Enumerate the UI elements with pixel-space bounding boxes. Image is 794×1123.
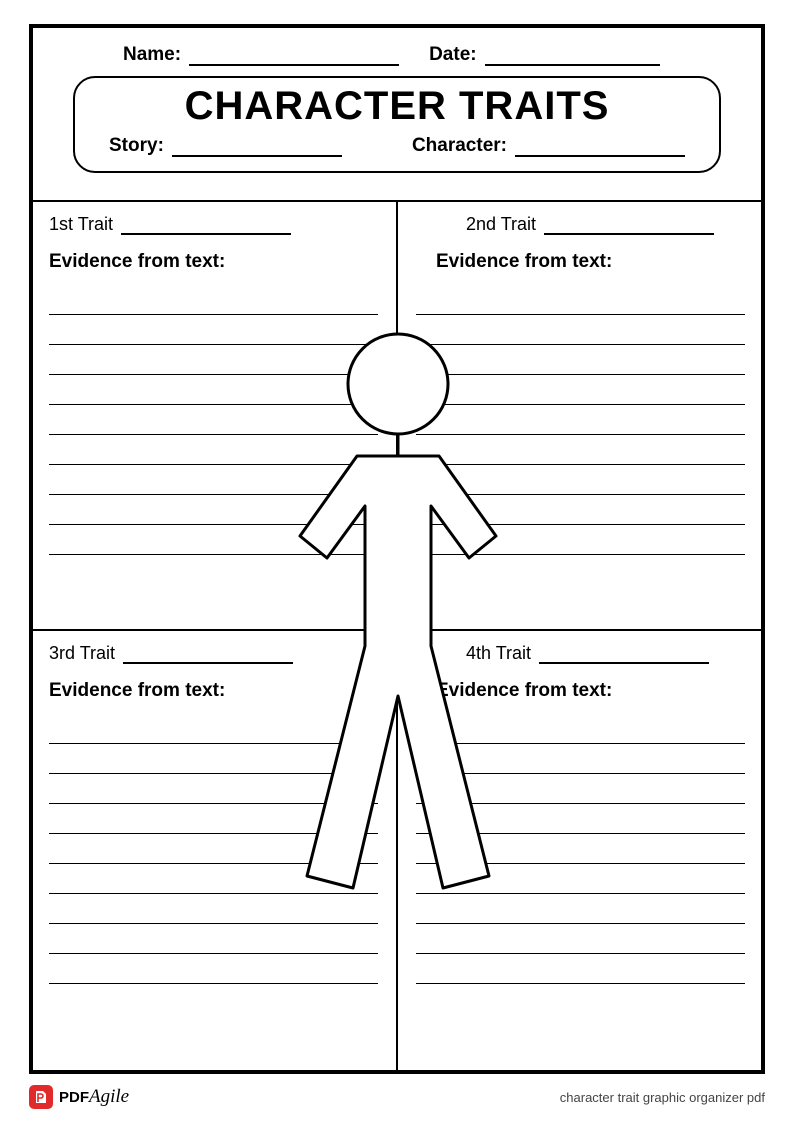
writing-line[interactable] (416, 345, 745, 375)
writing-line[interactable] (49, 834, 378, 864)
name-field: Name: (123, 44, 399, 66)
trait-quadrant-3: 3rd Trait Evidence from text: (29, 630, 397, 1074)
trait-3-blank[interactable] (123, 644, 293, 664)
story-field: Story: (109, 135, 342, 157)
pdf-logo-icon (33, 1089, 49, 1105)
evidence-label-2: Evidence from text: (416, 251, 745, 273)
footer: PDFAgile character trait graphic organiz… (29, 1085, 765, 1109)
brand: PDFAgile (29, 1085, 129, 1109)
trait-quadrant-1: 1st Trait Evidence from text: (29, 200, 397, 630)
name-blank[interactable] (189, 45, 399, 66)
header-area: Name: Date: CHARACTER TRAITS Story: Char… (33, 28, 761, 173)
date-blank[interactable] (485, 45, 660, 66)
brand-text: PDFAgile (59, 1086, 129, 1108)
writing-line[interactable] (49, 864, 378, 894)
trait-1-label: 1st Trait (49, 214, 113, 235)
writing-line[interactable] (416, 495, 745, 525)
writing-line[interactable] (416, 405, 745, 435)
writing-line[interactable] (49, 525, 378, 555)
evidence-lines-1[interactable] (49, 285, 378, 555)
writing-line[interactable] (49, 345, 378, 375)
writing-line[interactable] (416, 894, 745, 924)
writing-line[interactable] (49, 315, 378, 345)
writing-line[interactable] (416, 774, 745, 804)
name-label: Name: (123, 44, 181, 66)
writing-line[interactable] (49, 465, 378, 495)
writing-line[interactable] (416, 924, 745, 954)
writing-line[interactable] (416, 525, 745, 555)
trait-1-blank[interactable] (121, 215, 291, 235)
evidence-lines-3[interactable] (49, 714, 378, 984)
trait-4-header: 4th Trait (416, 643, 745, 664)
writing-line[interactable] (416, 804, 745, 834)
trait-2-label: 2nd Trait (466, 214, 536, 235)
writing-line[interactable] (416, 864, 745, 894)
story-character-row: Story: Character: (99, 135, 695, 157)
writing-line[interactable] (49, 435, 378, 465)
trait-1-header: 1st Trait (49, 214, 378, 235)
character-blank[interactable] (515, 136, 685, 157)
trait-4-label: 4th Trait (466, 643, 531, 664)
writing-line[interactable] (416, 714, 745, 744)
writing-line[interactable] (416, 744, 745, 774)
evidence-label-4: Evidence from text: (416, 680, 745, 702)
name-date-row: Name: Date: (123, 44, 721, 66)
writing-line[interactable] (416, 285, 745, 315)
date-field: Date: (429, 44, 660, 66)
writing-line[interactable] (49, 375, 378, 405)
evidence-label-1: Evidence from text: (49, 251, 378, 273)
trait-3-header: 3rd Trait (49, 643, 378, 664)
writing-line[interactable] (416, 435, 745, 465)
character-label: Character: (412, 135, 507, 157)
page-title: CHARACTER TRAITS (99, 84, 695, 129)
evidence-label-3: Evidence from text: (49, 680, 378, 702)
brand-script: Agile (89, 1086, 129, 1107)
trait-quadrant-2: 2nd Trait Evidence from text: (397, 200, 765, 630)
writing-line[interactable] (416, 375, 745, 405)
evidence-lines-2[interactable] (416, 285, 745, 555)
writing-line[interactable] (49, 285, 378, 315)
brand-icon (29, 1085, 53, 1109)
worksheet-frame: Name: Date: CHARACTER TRAITS Story: Char… (29, 24, 765, 1074)
trait-4-blank[interactable] (539, 644, 709, 664)
writing-line[interactable] (49, 405, 378, 435)
writing-line[interactable] (416, 954, 745, 984)
evidence-lines-4[interactable] (416, 714, 745, 984)
writing-line[interactable] (49, 774, 378, 804)
trait-quadrant-4: 4th Trait Evidence from text: (397, 630, 765, 1074)
trait-2-header: 2nd Trait (416, 214, 745, 235)
title-box: CHARACTER TRAITS Story: Character: (73, 76, 721, 173)
writing-line[interactable] (416, 834, 745, 864)
story-label: Story: (109, 135, 164, 157)
writing-line[interactable] (416, 315, 745, 345)
writing-line[interactable] (49, 714, 378, 744)
writing-line[interactable] (49, 894, 378, 924)
writing-line[interactable] (416, 465, 745, 495)
character-field: Character: (412, 135, 685, 157)
brand-bold: PDF (59, 1089, 89, 1106)
story-blank[interactable] (172, 136, 342, 157)
writing-line[interactable] (49, 744, 378, 774)
writing-line[interactable] (49, 954, 378, 984)
writing-line[interactable] (49, 804, 378, 834)
writing-line[interactable] (49, 495, 378, 525)
trait-3-label: 3rd Trait (49, 643, 115, 664)
date-label: Date: (429, 44, 477, 66)
trait-2-blank[interactable] (544, 215, 714, 235)
footer-caption: character trait graphic organizer pdf (560, 1090, 765, 1105)
writing-line[interactable] (49, 924, 378, 954)
